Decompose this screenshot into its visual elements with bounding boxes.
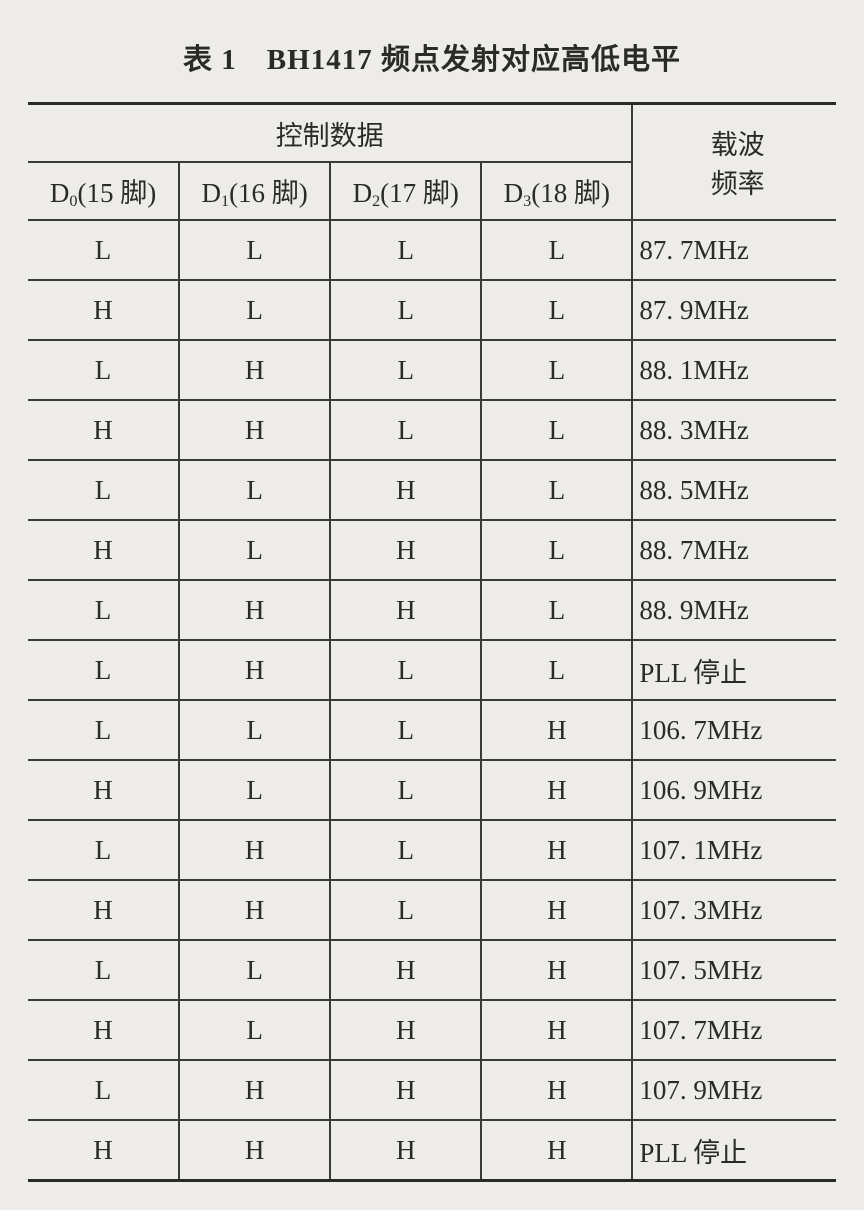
- cell-d2: H: [330, 520, 481, 580]
- cell-d2: L: [330, 820, 481, 880]
- header-d3: D3(18 脚): [481, 162, 632, 220]
- cell-freq: 107. 5MHz: [632, 940, 836, 1000]
- cell-d0: H: [28, 1120, 179, 1181]
- cell-d3: H: [481, 1000, 632, 1060]
- cell-d2: H: [330, 1120, 481, 1181]
- cell-d3: H: [481, 760, 632, 820]
- cell-d0: H: [28, 520, 179, 580]
- cell-d0: H: [28, 760, 179, 820]
- cell-d0: L: [28, 820, 179, 880]
- cell-d3: H: [481, 1060, 632, 1120]
- cell-d0: H: [28, 280, 179, 340]
- cell-d1: H: [179, 1120, 330, 1181]
- cell-d2: H: [330, 1060, 481, 1120]
- cell-d3: L: [481, 220, 632, 280]
- cell-freq: 88. 1MHz: [632, 340, 836, 400]
- cell-d2: H: [330, 940, 481, 1000]
- cell-d1: L: [179, 1000, 330, 1060]
- cell-d0: L: [28, 1060, 179, 1120]
- cell-d1: L: [179, 460, 330, 520]
- cell-freq: 107. 9MHz: [632, 1060, 836, 1120]
- header-d2: D2(17 脚): [330, 162, 481, 220]
- cell-d0: L: [28, 640, 179, 700]
- cell-d0: L: [28, 700, 179, 760]
- cell-d1: H: [179, 1060, 330, 1120]
- cell-d0: H: [28, 400, 179, 460]
- cell-d0: L: [28, 220, 179, 280]
- header-d0: D0(15 脚): [28, 162, 179, 220]
- cell-d1: L: [179, 700, 330, 760]
- cell-d2: H: [330, 1000, 481, 1060]
- cell-d3: L: [481, 400, 632, 460]
- cell-d3: H: [481, 820, 632, 880]
- cell-d2: L: [330, 220, 481, 280]
- cell-d2: L: [330, 760, 481, 820]
- cell-d2: H: [330, 460, 481, 520]
- cell-d1: L: [179, 280, 330, 340]
- cell-freq: 88. 3MHz: [632, 400, 836, 460]
- cell-freq: 88. 7MHz: [632, 520, 836, 580]
- cell-d1: L: [179, 220, 330, 280]
- cell-freq: 88. 9MHz: [632, 580, 836, 640]
- cell-d3: L: [481, 580, 632, 640]
- cell-d1: L: [179, 760, 330, 820]
- cell-freq: 87. 9MHz: [632, 280, 836, 340]
- cell-d3: H: [481, 700, 632, 760]
- cell-d1: H: [179, 340, 330, 400]
- cell-d1: L: [179, 940, 330, 1000]
- cell-freq: 87. 7MHz: [632, 220, 836, 280]
- cell-d0: L: [28, 940, 179, 1000]
- cell-d0: L: [28, 580, 179, 640]
- cell-d1: H: [179, 880, 330, 940]
- cell-d3: H: [481, 1120, 632, 1181]
- cell-d2: H: [330, 580, 481, 640]
- cell-d3: L: [481, 460, 632, 520]
- header-carrier-freq: 载波频率: [632, 104, 836, 221]
- cell-d1: H: [179, 400, 330, 460]
- cell-d3: H: [481, 940, 632, 1000]
- cell-freq: PLL 停止: [632, 1120, 836, 1181]
- cell-freq: 107. 1MHz: [632, 820, 836, 880]
- cell-d1: H: [179, 820, 330, 880]
- cell-freq: 106. 7MHz: [632, 700, 836, 760]
- cell-d1: H: [179, 640, 330, 700]
- cell-freq: 107. 3MHz: [632, 880, 836, 940]
- cell-d3: L: [481, 340, 632, 400]
- cell-d2: L: [330, 880, 481, 940]
- cell-d2: L: [330, 640, 481, 700]
- cell-d0: L: [28, 460, 179, 520]
- cell-d3: L: [481, 520, 632, 580]
- bh1417-table: 控制数据载波频率D0(15 脚)D1(16 脚)D2(17 脚)D3(18 脚)…: [28, 102, 836, 1182]
- cell-freq: 88. 5MHz: [632, 460, 836, 520]
- header-carrier-line1: 载波: [711, 130, 765, 160]
- header-carrier-line2: 频率: [711, 169, 765, 199]
- header-control-data: 控制数据: [28, 104, 632, 163]
- cell-d3: L: [481, 640, 632, 700]
- cell-freq: 106. 9MHz: [632, 760, 836, 820]
- cell-d2: L: [330, 400, 481, 460]
- cell-d2: L: [330, 280, 481, 340]
- cell-d0: L: [28, 340, 179, 400]
- cell-freq: 107. 7MHz: [632, 1000, 836, 1060]
- cell-d0: H: [28, 1000, 179, 1060]
- table-title: 表 1 BH1417 频点发射对应高低电平: [28, 36, 836, 78]
- cell-freq: PLL 停止: [632, 640, 836, 700]
- header-d1: D1(16 脚): [179, 162, 330, 220]
- cell-d1: L: [179, 520, 330, 580]
- cell-d0: H: [28, 880, 179, 940]
- cell-d1: H: [179, 580, 330, 640]
- cell-d2: L: [330, 700, 481, 760]
- cell-d3: H: [481, 880, 632, 940]
- cell-d2: L: [330, 340, 481, 400]
- cell-d3: L: [481, 280, 632, 340]
